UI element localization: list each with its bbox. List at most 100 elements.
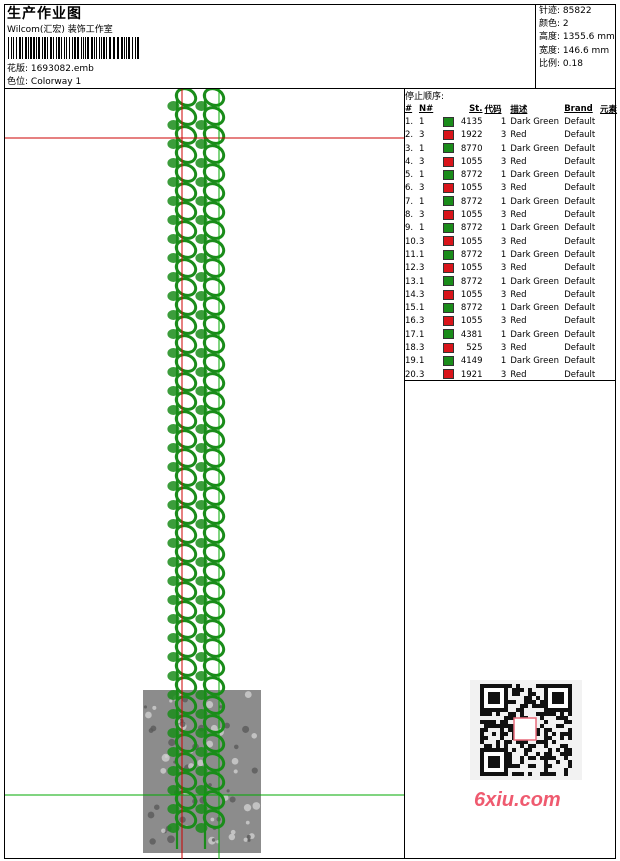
qr-module — [548, 728, 552, 732]
stat-scale: 比例: 0.18 — [539, 58, 583, 69]
qr-module — [544, 744, 548, 748]
row-code: 3 — [500, 236, 507, 247]
qr-module — [556, 716, 560, 720]
qr-module — [508, 764, 512, 768]
color-swatch — [442, 223, 454, 234]
leaf-fill — [167, 405, 180, 415]
leaf-fill — [167, 747, 180, 757]
qr-module — [512, 688, 516, 692]
row-needle: 3 — [418, 289, 425, 300]
leaf-fill — [195, 823, 208, 833]
fabric-texture — [179, 816, 186, 823]
barcode-bar — [33, 37, 35, 59]
leaf-fill — [167, 329, 180, 339]
qr-module — [480, 712, 484, 716]
qr-module — [492, 724, 496, 728]
fabric-texture — [161, 753, 170, 762]
fabric-texture — [147, 811, 155, 819]
fabric-texture — [150, 725, 157, 732]
qr-module — [536, 712, 540, 716]
qr-module — [544, 756, 548, 760]
leaf-outline — [174, 695, 198, 715]
row-element — [600, 115, 620, 128]
row-brand: Default — [564, 196, 596, 207]
qr-module — [540, 712, 544, 716]
qr-module — [552, 772, 556, 776]
row-brand: Default — [564, 236, 596, 247]
barcode-bar — [11, 37, 12, 59]
qr-module — [532, 704, 536, 708]
row-stitches: 4381 — [460, 329, 483, 340]
barcode-bar — [13, 37, 14, 59]
qr-module — [536, 696, 540, 700]
barcode-bar — [137, 37, 139, 59]
qr-module — [552, 756, 556, 760]
qr-module — [524, 700, 528, 704]
color-swatch — [442, 196, 454, 207]
qr-module — [544, 736, 548, 740]
qr-module — [504, 724, 508, 728]
color-swatch — [442, 236, 454, 247]
barcode-bar — [22, 37, 23, 59]
leaf-outline — [202, 144, 226, 164]
leaf-fill — [167, 462, 180, 472]
barcode-bar — [87, 37, 89, 59]
stop-sequence-title: 停止顺序: — [405, 92, 445, 102]
qr-module — [488, 744, 492, 748]
row-element — [600, 182, 620, 195]
barcode-bar — [85, 37, 86, 59]
qr-module — [524, 748, 528, 752]
leaf-outline — [202, 619, 226, 639]
leaf-outline — [202, 657, 226, 677]
fabric-texture — [230, 829, 236, 835]
qr-module — [536, 728, 540, 732]
qr-module — [480, 736, 484, 740]
row-brand: Default — [564, 156, 596, 167]
row-code: 1 — [500, 223, 507, 234]
row-code: 3 — [500, 263, 507, 274]
table-row: 7. 1 8772 1 Dark Green Default — [405, 195, 620, 208]
leaf-outline — [174, 201, 198, 221]
barcode-bar — [124, 37, 125, 59]
qr-module — [564, 768, 568, 772]
row-needle: 1 — [418, 276, 425, 287]
qr-module — [548, 756, 552, 760]
header-divider — [4, 88, 616, 89]
qr-module — [508, 760, 512, 764]
barcode-bar — [132, 37, 133, 59]
row-swatch — [442, 275, 455, 288]
color-swatch — [442, 356, 454, 367]
col-brand: Brand — [564, 103, 593, 114]
qr-module — [568, 752, 572, 756]
colorway-row: 色位: Colorway 1 — [7, 74, 81, 87]
qr-module — [552, 712, 556, 716]
qr-module — [528, 764, 532, 768]
leaf-outline — [202, 771, 226, 791]
barcode-bar — [25, 37, 27, 59]
leaf-fill — [167, 177, 180, 187]
leaf-fill — [195, 462, 208, 472]
qr-module — [568, 728, 572, 732]
watermark-text: 6xiu.com — [474, 789, 561, 811]
row-swatch — [442, 341, 455, 354]
leaf-outline — [174, 543, 198, 563]
leaf-outline — [202, 315, 226, 335]
fabric-texture — [160, 767, 167, 774]
leaf-outline — [202, 429, 226, 449]
row-description: Red — [510, 369, 527, 380]
qr-module — [548, 752, 552, 756]
row-index: 12. — [405, 263, 419, 274]
qr-module — [560, 724, 564, 728]
qr-module — [568, 748, 572, 752]
leaf-outline — [202, 125, 226, 145]
qr-module — [532, 764, 536, 768]
fabric-texture — [233, 744, 239, 750]
qr-module — [512, 692, 516, 696]
row-index: 2. — [405, 130, 414, 141]
leaf-fill — [167, 538, 180, 548]
qr-module — [508, 740, 512, 744]
leaf-outline — [202, 163, 226, 183]
leaf-fill — [195, 766, 208, 776]
row-index: 15. — [405, 303, 419, 314]
row-needle: 1 — [418, 170, 425, 181]
